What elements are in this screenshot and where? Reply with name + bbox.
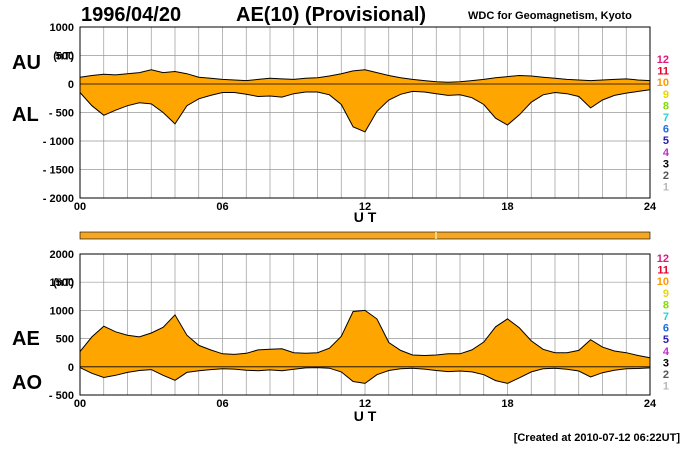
station-number: 10 (657, 276, 669, 288)
y-tick-label: 500 (56, 51, 74, 63)
plot-frame (79, 26, 651, 199)
y-tick-label: 1500 (50, 277, 74, 289)
data-availability-bar (79, 231, 651, 240)
envelope-fill (80, 69, 650, 132)
station-number: 6 (663, 323, 669, 335)
station-number: 10 (657, 77, 669, 89)
station-number: 3 (663, 357, 669, 369)
x-axis-label: U T (354, 408, 377, 424)
x-tick-label: 18 (501, 201, 513, 213)
x-tick-label: 12 (359, 201, 371, 213)
plot-frame (79, 253, 651, 396)
station-number: 12 (657, 54, 669, 66)
y-tick-label: - 1000 (43, 136, 74, 148)
station-number: 2 (663, 170, 669, 182)
y-tick-label: 1000 (50, 22, 74, 34)
series-label-ae: AE (12, 328, 40, 350)
x-tick-label: 00 (74, 398, 86, 410)
y-tick-label: - 500 (49, 390, 74, 402)
y-tick-label: 2000 (50, 249, 74, 261)
station-number: 9 (663, 89, 669, 101)
y-tick-label: 1000 (50, 305, 74, 317)
y-tick-label: 500 (56, 334, 74, 346)
station-number: 4 (663, 147, 670, 159)
y-tick-label: 0 (68, 362, 74, 374)
x-tick-label: 18 (501, 398, 513, 410)
station-number: 5 (663, 334, 669, 346)
x-tick-label: 06 (216, 398, 228, 410)
envelope-fill (80, 310, 650, 384)
series-label-au: AU (12, 52, 41, 74)
series-label-al: AL (12, 104, 39, 126)
y-tick-label: - 2000 (43, 193, 74, 205)
data-source: WDC for Geomagnetism, Kyoto (468, 10, 632, 22)
station-number: 11 (657, 265, 669, 277)
series-line-au (79, 69, 651, 83)
station-number: 9 (663, 288, 669, 300)
created-timestamp: [Created at 2010-07-12 06:22UT] (513, 432, 680, 444)
station-number: 2 (663, 369, 669, 381)
x-tick-label: 24 (644, 398, 657, 410)
station-number: 1 (663, 381, 669, 393)
y-tick-label: - 1500 (43, 165, 74, 177)
x-tick-label: 12 (359, 398, 371, 410)
series-line-ao (79, 367, 651, 384)
station-number: 7 (663, 112, 669, 124)
station-number: 11 (657, 66, 669, 78)
x-axis-label: U T (354, 209, 377, 225)
station-number: 6 (663, 124, 669, 136)
y-unit-label: (nT) (53, 277, 74, 289)
chart-date: 1996/04/20 (81, 4, 182, 26)
station-number: 8 (663, 100, 669, 112)
y-unit-label: (nT) (53, 51, 74, 63)
station-number: 4 (663, 346, 670, 358)
station-number: 5 (663, 135, 669, 147)
series-label-ao: AO (12, 372, 42, 394)
x-tick-label: 24 (644, 201, 657, 213)
station-number: 8 (663, 299, 669, 311)
x-tick-label: 06 (216, 201, 228, 213)
chart-title: AE(10) (Provisional) (236, 4, 427, 26)
station-number: 12 (657, 253, 669, 265)
y-tick-label: 0 (68, 79, 74, 91)
station-number: 7 (663, 311, 669, 323)
station-number: 3 (663, 158, 669, 170)
x-tick-label: 00 (74, 201, 86, 213)
series-line-ae (79, 309, 651, 359)
y-tick-label: - 500 (49, 108, 74, 120)
station-number: 1 (663, 182, 669, 194)
series-line-al (79, 89, 651, 133)
